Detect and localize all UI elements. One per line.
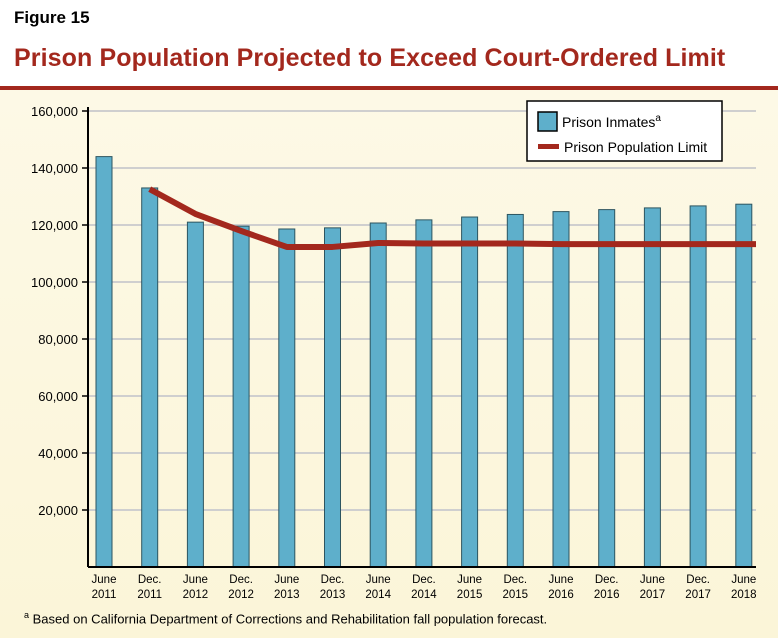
- footnote: a Based on California Department of Corr…: [24, 610, 547, 626]
- legend-box: [526, 100, 723, 162]
- x-tick-label: 2016: [594, 589, 620, 601]
- bar: [506, 213, 524, 568]
- y-tick-label: 20,000: [38, 503, 78, 518]
- x-tick-label: 2014: [411, 589, 437, 601]
- x-tick-label: 2018: [731, 589, 757, 601]
- y-tick-label: 140,000: [31, 161, 78, 176]
- x-tick-label: 2015: [503, 589, 529, 601]
- x-tick-label: 2017: [685, 589, 711, 601]
- x-tick-label: 2011: [137, 589, 162, 601]
- x-tick-label: 2015: [457, 589, 483, 601]
- x-tick-label: 2016: [548, 589, 574, 601]
- legend-swatch-line: [538, 144, 559, 149]
- y-tick-label: 60,000: [38, 389, 78, 404]
- x-tick-label: June: [640, 574, 665, 586]
- bar: [278, 228, 296, 568]
- x-tick-label: June: [274, 574, 299, 586]
- x-tick-label: Dec.: [503, 574, 527, 586]
- legend-label-inmates: Prison Inmatesa: [562, 113, 661, 130]
- chart-title: Prison Population Projected to Exceed Co…: [14, 44, 726, 72]
- x-tick-label: Dec.: [229, 574, 253, 586]
- bar: [324, 227, 341, 568]
- x-tick-label: Dec.: [595, 574, 619, 586]
- figure-label: Figure 15: [14, 8, 90, 27]
- x-tick-label: June: [549, 574, 574, 586]
- x-tick-label: June: [183, 574, 208, 586]
- title-rule: [0, 86, 778, 90]
- bar: [369, 222, 387, 568]
- legend-superscript: a: [655, 113, 661, 124]
- x-tick-label: Dec.: [321, 574, 345, 586]
- legend-swatch-bar: [537, 111, 558, 132]
- x-tick-label: June: [366, 574, 391, 586]
- x-tick-label: 2014: [365, 589, 391, 601]
- bar: [232, 225, 250, 568]
- bar: [552, 211, 570, 568]
- bar: [643, 207, 661, 568]
- x-tick-label: 2012: [228, 589, 254, 601]
- x-tick-label: Dec.: [412, 574, 436, 586]
- y-tick-label: 40,000: [38, 446, 78, 461]
- limit-line: [148, 186, 756, 250]
- y-tick-label: 160,000: [31, 104, 78, 119]
- footnote-text: Based on California Department of Correc…: [32, 611, 548, 627]
- bar: [689, 205, 707, 568]
- x-tick-label: Dec.: [138, 574, 162, 586]
- y-tick-label: 120,000: [31, 218, 78, 233]
- bar: [95, 156, 113, 568]
- x-tick-label: Dec.: [686, 574, 710, 586]
- bar: [186, 221, 204, 568]
- x-tick-label: 2011: [92, 589, 117, 601]
- y-tick-label: 100,000: [31, 275, 78, 290]
- bar: [415, 219, 433, 568]
- footnote-marker: a: [24, 610, 30, 620]
- x-tick-label: 2013: [320, 589, 346, 601]
- bar: [735, 203, 753, 568]
- x-tick-label: 2012: [183, 589, 209, 601]
- legend-label-limit: Prison Population Limit: [564, 139, 707, 155]
- x-tick-label: 2013: [274, 589, 300, 601]
- x-tick-label: June: [457, 574, 482, 586]
- y-tick-label: 80,000: [38, 332, 78, 347]
- x-tick-label: June: [92, 574, 117, 586]
- bar: [598, 209, 616, 568]
- x-tick-label: June: [731, 574, 756, 586]
- bar: [141, 187, 159, 568]
- x-tick-label: 2017: [640, 589, 666, 601]
- bar: [461, 216, 479, 568]
